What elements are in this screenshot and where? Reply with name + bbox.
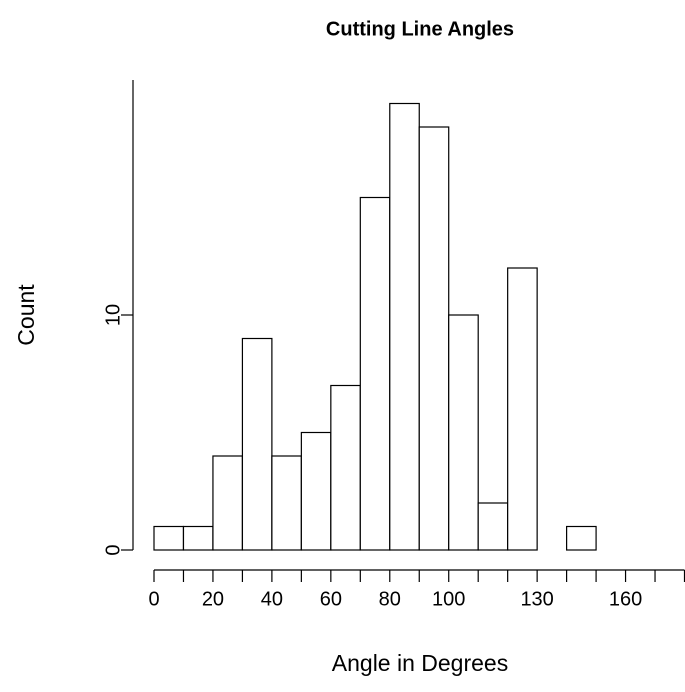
x-tick-label: 20: [202, 588, 224, 610]
x-tick-label: 40: [261, 588, 283, 610]
bar: [389, 102, 420, 551]
x-tick-label: 60: [320, 588, 342, 610]
bar: [418, 126, 450, 551]
bar: [271, 455, 302, 551]
bar: [182, 525, 214, 551]
bar: [448, 314, 479, 551]
x-axis-label: Angle in Degrees: [332, 650, 508, 676]
bar: [153, 525, 185, 551]
x-tick-label: 0: [148, 588, 159, 610]
x-tick-label: 100: [432, 588, 465, 610]
y-axis-label: Count: [13, 284, 39, 346]
bar: [507, 267, 538, 551]
y-tick-label: 0: [102, 544, 124, 555]
bar: [241, 337, 273, 551]
bar: [300, 431, 332, 551]
bar: [330, 384, 361, 551]
y-tick-label: 10: [102, 304, 124, 326]
chart-title: Cutting Line Angles: [326, 18, 514, 40]
bar: [477, 502, 509, 551]
x-tick-label: 160: [609, 588, 642, 610]
bar: [359, 196, 391, 551]
x-tick-label: 130: [520, 588, 553, 610]
bar: [566, 525, 597, 551]
bar: [212, 455, 244, 551]
x-tick-label: 80: [379, 588, 401, 610]
